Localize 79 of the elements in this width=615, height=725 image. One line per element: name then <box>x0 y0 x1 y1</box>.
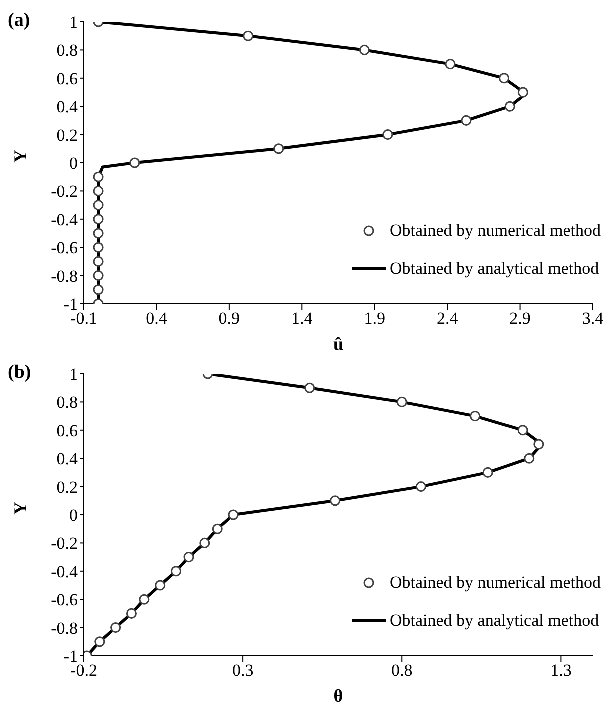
point <box>155 580 166 591</box>
x-tick-label: 3.4 <box>582 309 604 328</box>
x-tick-label: 0.9 <box>218 309 240 328</box>
legend-label: Obtained by numerical method <box>390 221 601 241</box>
y-tick-label: 0.2 <box>56 126 78 145</box>
y-tick-label: 1 <box>70 13 78 32</box>
point <box>330 496 341 506</box>
point <box>482 467 494 478</box>
x-tick-label: 0.4 <box>146 309 168 328</box>
point <box>445 59 456 70</box>
x-tick-label: 2.4 <box>436 309 459 328</box>
point <box>170 566 182 577</box>
y-tick-label: 0.8 <box>56 393 78 412</box>
y-tick-label: 0 <box>70 154 78 174</box>
y-tick-label: 0.6 <box>56 421 78 440</box>
point <box>518 87 528 98</box>
chart-title: (a) <box>8 10 30 32</box>
point <box>470 411 481 422</box>
point <box>212 524 223 534</box>
y-tick-label: -0.6 <box>51 238 78 258</box>
point <box>499 73 510 84</box>
y-tick-label: -0.4 <box>51 210 78 230</box>
chart-title: (b) <box>8 362 32 384</box>
point <box>228 510 239 520</box>
point <box>518 425 528 436</box>
y-tick-label: -0.8 <box>51 266 78 286</box>
legend-label: Obtained by analytical method <box>390 611 600 631</box>
x-tick-label: 0.3 <box>232 661 254 680</box>
x-axis-title: θ <box>334 686 344 706</box>
x-tick-label: 2.9 <box>510 309 531 328</box>
point <box>93 186 104 196</box>
x-tick-label: 1.9 <box>364 309 386 328</box>
point <box>243 30 254 42</box>
point <box>304 382 316 394</box>
point <box>93 214 104 225</box>
x-axis-title: û <box>333 334 344 354</box>
point <box>93 172 104 182</box>
point <box>110 622 122 634</box>
point <box>359 44 370 56</box>
x-tick-label: 1.3 <box>550 661 572 680</box>
y-tick-label: 1 <box>70 365 78 384</box>
point <box>382 130 394 140</box>
y-axis-title: Y <box>10 150 30 163</box>
point <box>94 636 106 648</box>
y-tick-label: 0.8 <box>56 41 78 60</box>
point <box>93 200 104 211</box>
point <box>130 158 140 168</box>
point <box>184 552 194 563</box>
y-tick-label: -0.8 <box>51 618 78 638</box>
point <box>416 482 426 492</box>
y-tick-label: -1 <box>64 647 78 666</box>
point <box>93 284 104 296</box>
y-tick-label: -0.2 <box>51 534 78 554</box>
point <box>504 101 516 112</box>
y-tick-label: 0.4 <box>56 98 78 117</box>
point <box>93 242 104 253</box>
point <box>274 144 284 154</box>
x-tick-label: 1.4 <box>292 309 314 328</box>
y-tick-label: 0.6 <box>56 69 78 88</box>
y-tick-label: 0 <box>70 506 78 526</box>
point <box>396 396 408 408</box>
y-tick-label: -0.4 <box>51 562 78 582</box>
x-tick-label: 0.8 <box>392 661 413 680</box>
legend-label: Obtained by numerical method <box>390 573 601 593</box>
point <box>461 115 472 126</box>
point <box>93 228 104 239</box>
y-tick-label: 0.4 <box>56 450 78 469</box>
legend-label: Obtained by analytical method <box>390 259 600 279</box>
point <box>524 453 535 464</box>
y-tick-label: -0.6 <box>51 590 78 610</box>
point <box>126 608 137 619</box>
point <box>200 538 210 548</box>
point <box>93 256 104 267</box>
point <box>534 439 544 450</box>
point <box>93 270 104 282</box>
y-tick-label: -0.2 <box>51 182 78 202</box>
y-axis-title: Y <box>10 502 30 515</box>
point <box>139 594 150 605</box>
y-tick-label: 0.2 <box>56 478 78 497</box>
